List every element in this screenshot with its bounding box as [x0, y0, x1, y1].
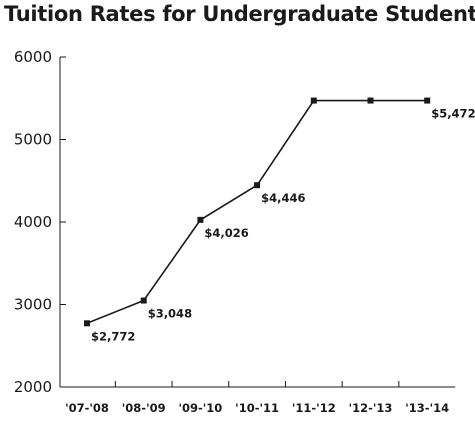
y-tick-label: 2000: [14, 378, 52, 396]
data-point: [140, 297, 147, 304]
chart-title: Tuition Rates for Undergraduate Students: [4, 2, 475, 26]
x-tick-label: '10-'11: [235, 401, 279, 415]
data-point: [84, 320, 90, 327]
y-tick-label: 5000: [14, 131, 52, 149]
data-point: [424, 97, 431, 104]
data-label: $4,026: [204, 226, 248, 240]
data-label: $4,446: [261, 191, 305, 205]
x-tick-label: '13-'14: [405, 401, 449, 415]
data-point: [197, 216, 204, 223]
series-line: [86, 99, 428, 325]
x-tick-label: '12-'13: [349, 401, 393, 415]
data-point: [367, 97, 374, 104]
y-tick-label: 4000: [14, 213, 52, 231]
data-label: $2,772: [91, 329, 135, 343]
data-label: $5,472: [431, 107, 475, 121]
data-label: $3,048: [148, 307, 192, 321]
data-point: [254, 182, 261, 189]
y-tick-label: 6000: [14, 48, 52, 66]
y-tick-label: 3000: [14, 296, 52, 314]
data-point: [310, 97, 317, 104]
x-tick-label: '07-'08: [65, 401, 109, 415]
x-tick-label: '11-'12: [292, 401, 336, 415]
x-tick-label: '09-'10: [178, 401, 222, 415]
x-tick-label: '08-'09: [122, 401, 166, 415]
